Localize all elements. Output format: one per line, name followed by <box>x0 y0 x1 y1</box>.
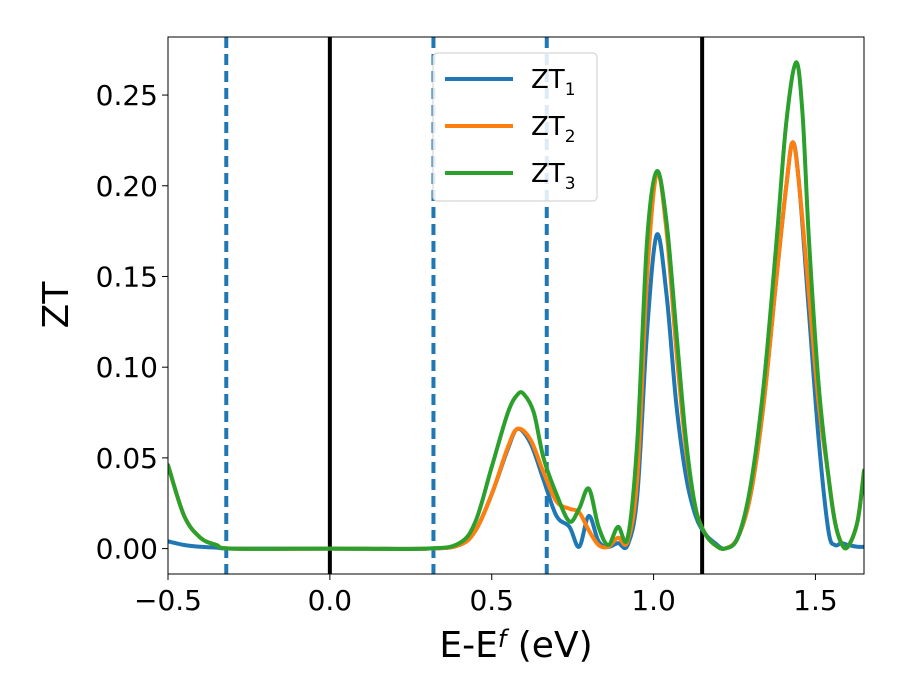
x-axis-label-unit: (eV) <box>506 625 592 666</box>
x-tick-label: 1.5 <box>793 584 838 617</box>
axis-ticks: −0.5 0.0 0.5 1.0 1.5 0.00 0.05 0.10 0.15 0.20 0.25 <box>96 79 838 617</box>
y-tick-label: 0.20 <box>96 170 158 203</box>
x-tick-label: 0.5 <box>469 584 514 617</box>
x-tick-label: −0.5 <box>134 584 202 617</box>
x-tick-label: 1.0 <box>631 584 676 617</box>
x-tick-label: 0.0 <box>308 584 353 617</box>
legend-frame <box>432 52 598 202</box>
series-line-zt1 <box>168 140 864 551</box>
x-axis-label-main: E-E <box>439 625 497 666</box>
plot-clip-group <box>168 37 864 574</box>
legend-label-zt2: ZT2 <box>531 112 576 147</box>
plot-frame <box>167 36 865 575</box>
legend-label-zt1: ZT1 <box>531 65 576 100</box>
x-axis-label: E-Ef (eV) <box>439 625 592 666</box>
legend: ZT1 ZT2 ZT3 <box>432 52 598 202</box>
plot-area <box>168 37 864 574</box>
y-tick-label: 0.25 <box>96 79 158 112</box>
y-tick-label: 0.00 <box>96 533 158 566</box>
series-line-zt3 <box>168 60 864 552</box>
y-tick-label: 0.10 <box>96 351 158 384</box>
y-tick-label: 0.05 <box>96 442 158 475</box>
y-axis-label: ZT <box>36 281 77 329</box>
series-line-zt2 <box>168 140 864 551</box>
legend-label-zt3: ZT3 <box>531 159 576 194</box>
y-tick-label: 0.15 <box>96 260 158 293</box>
